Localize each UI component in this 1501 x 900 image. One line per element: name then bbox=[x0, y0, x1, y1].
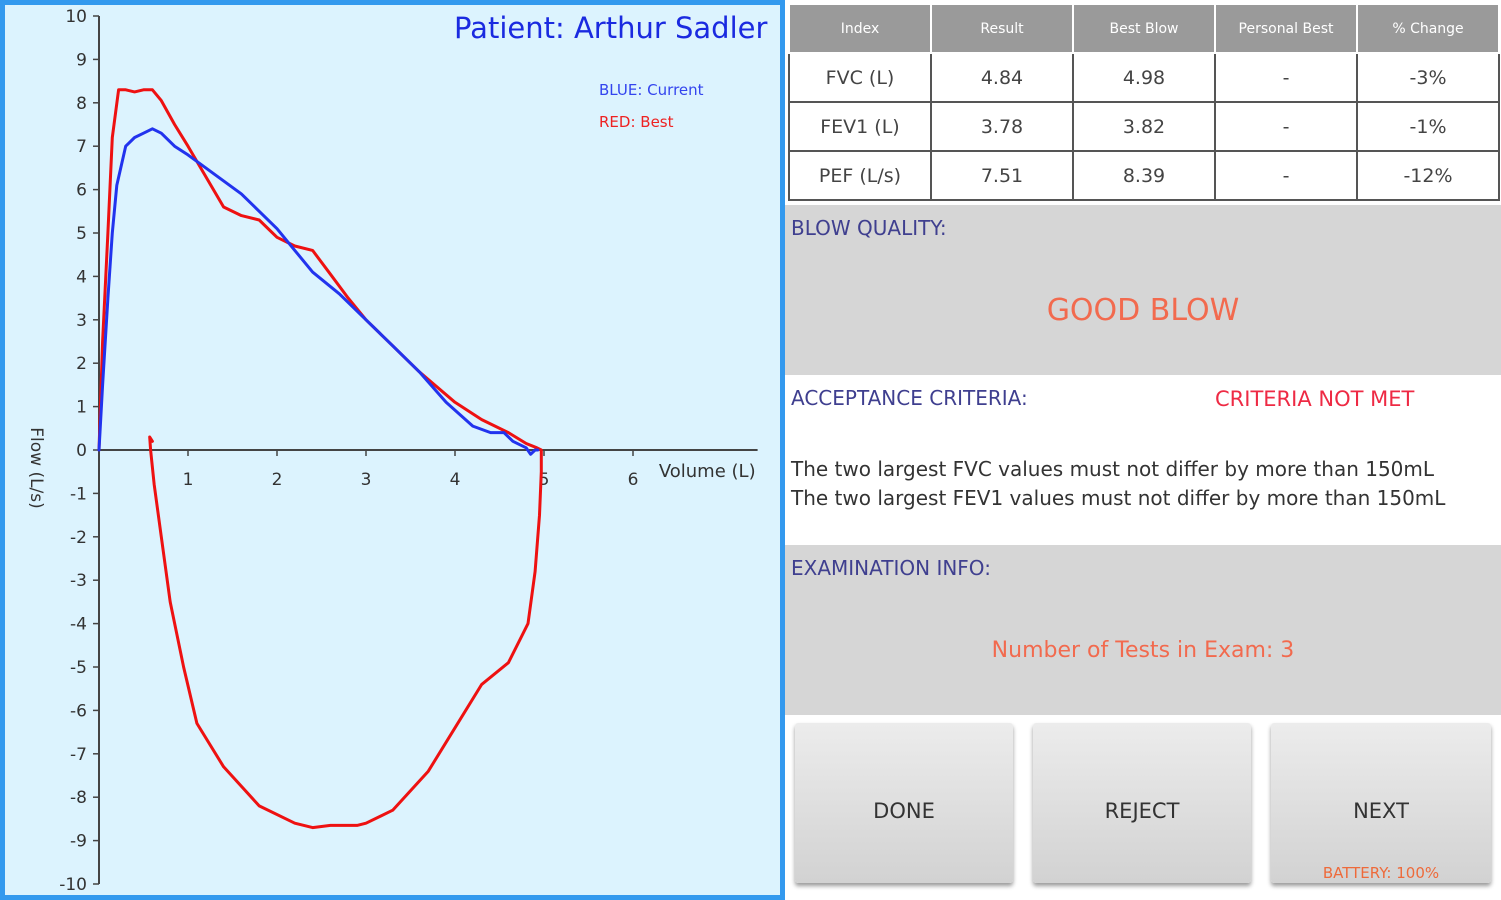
flow-volume-graph-panel: 10 9 8 7 6 5 4 3 2 1 0 -1 -2 -3 -4 -5 -6 -7 -8 -9 -10 1 2 3 4 5 6 V… bbox=[0, 0, 785, 900]
y-tick-label: 2 bbox=[76, 354, 87, 374]
table-cell: 3.78 bbox=[930, 101, 1074, 152]
y-tick-label: 3 bbox=[76, 311, 87, 331]
y-tick-label: -8 bbox=[70, 788, 87, 808]
y-axis-label: Flow (L/s) bbox=[26, 427, 46, 509]
y-tick-label: -10 bbox=[59, 875, 87, 895]
next-button[interactable]: NEXT BATTERY: 100% bbox=[1271, 723, 1491, 883]
x-tick-label: 5 bbox=[539, 470, 550, 490]
y-tick-label: -2 bbox=[70, 528, 87, 548]
y-tick-label: -7 bbox=[70, 745, 87, 765]
acceptance-status: CRITERIA NOT MET bbox=[1215, 387, 1415, 411]
y-tick-label: 1 bbox=[76, 398, 87, 418]
x-tick-label: 6 bbox=[628, 470, 639, 490]
acceptance-message: The two largest FEV1 values must not dif… bbox=[791, 486, 1446, 510]
action-button-row: DONE REJECT NEXT BATTERY: 100% bbox=[785, 715, 1501, 900]
table-header-row: Index Result Best Blow Personal Best % C… bbox=[788, 3, 1500, 54]
y-tick-label: 9 bbox=[76, 50, 87, 70]
x-tick-label: 3 bbox=[361, 470, 372, 490]
table-row: FVC (L) 4.84 4.98 - -3% bbox=[788, 52, 1500, 103]
y-tick-label: 5 bbox=[76, 224, 87, 244]
header-best-blow: Best Blow bbox=[1072, 3, 1216, 54]
table-row: PEF (L/s) 7.51 8.39 - -12% bbox=[788, 150, 1500, 201]
results-table: Index Result Best Blow Personal Best % C… bbox=[788, 3, 1500, 201]
series-line-current bbox=[97, 127, 540, 456]
y-tick-label: -5 bbox=[70, 658, 87, 678]
acceptance-messages: The two largest FVC values must not diff… bbox=[791, 455, 1445, 513]
examination-info-label: EXAMINATION INFO: bbox=[791, 556, 991, 580]
x-tick-label: 1 bbox=[183, 470, 194, 490]
blow-quality-section: BLOW QUALITY: GOOD BLOW bbox=[785, 205, 1501, 375]
x-tick-label: 2 bbox=[272, 470, 283, 490]
number-of-tests-text: Number of Tests in Exam: 3 bbox=[991, 638, 1295, 663]
y-tick-label: -9 bbox=[70, 832, 87, 852]
y-tick-label: 4 bbox=[76, 267, 87, 287]
table-cell: - bbox=[1214, 150, 1358, 201]
table-cell: FEV1 (L) bbox=[788, 101, 932, 152]
header-personal-best: Personal Best bbox=[1214, 3, 1358, 54]
table-cell: - bbox=[1214, 101, 1358, 152]
header-result: Result bbox=[930, 3, 1074, 54]
y-tick-label: 7 bbox=[76, 137, 87, 157]
patient-label: Patient: Arthur Sadler bbox=[454, 11, 768, 45]
y-tick-label: 8 bbox=[76, 94, 87, 114]
results-panel: Index Result Best Blow Personal Best % C… bbox=[785, 0, 1501, 900]
y-tick-label: -3 bbox=[70, 571, 87, 591]
acceptance-criteria-section: ACCEPTANCE CRITERIA: CRITERIA NOT MET Th… bbox=[785, 375, 1501, 545]
y-tick-label: -4 bbox=[70, 615, 87, 635]
reject-button-label: REJECT bbox=[1104, 799, 1180, 823]
header-percent-change: % Change bbox=[1356, 3, 1500, 54]
table-cell: 3.82 bbox=[1072, 101, 1216, 152]
x-tick-label: 4 bbox=[450, 470, 461, 490]
acceptance-message: The two largest FVC values must not diff… bbox=[791, 457, 1435, 481]
table-row: FEV1 (L) 3.78 3.82 - -1% bbox=[788, 101, 1500, 152]
reject-button[interactable]: REJECT bbox=[1033, 723, 1251, 883]
table-cell: -3% bbox=[1356, 52, 1500, 103]
blow-quality-value: GOOD BLOW bbox=[1046, 293, 1240, 328]
y-tick-label: -6 bbox=[70, 701, 87, 721]
legend-current: BLUE: Current bbox=[599, 81, 704, 99]
y-tick-label: -1 bbox=[70, 484, 87, 504]
table-cell: -12% bbox=[1356, 150, 1500, 201]
done-button[interactable]: DONE bbox=[795, 723, 1013, 883]
y-tick-label: 0 bbox=[76, 441, 87, 461]
table-cell: 8.39 bbox=[1072, 150, 1216, 201]
table-cell: -1% bbox=[1356, 101, 1500, 152]
y-tick-label: 6 bbox=[76, 181, 87, 201]
examination-info-section: EXAMINATION INFO: Number of Tests in Exa… bbox=[785, 545, 1501, 715]
battery-status: BATTERY: 100% bbox=[1322, 864, 1440, 882]
table-cell: PEF (L/s) bbox=[788, 150, 932, 201]
table-cell: 4.98 bbox=[1072, 52, 1216, 103]
table-cell: - bbox=[1214, 52, 1358, 103]
table-cell: 4.84 bbox=[930, 52, 1074, 103]
blow-quality-label: BLOW QUALITY: bbox=[791, 216, 947, 240]
y-tick-label: 10 bbox=[65, 7, 87, 27]
header-index: Index bbox=[788, 3, 932, 54]
done-button-label: DONE bbox=[873, 799, 935, 823]
table-cell: FVC (L) bbox=[788, 52, 932, 103]
x-axis-label: Volume (L) bbox=[659, 461, 756, 482]
series-line-best bbox=[97, 88, 543, 830]
next-button-label: NEXT bbox=[1353, 799, 1409, 823]
acceptance-criteria-label: ACCEPTANCE CRITERIA: bbox=[791, 386, 1028, 410]
table-cell: 7.51 bbox=[930, 150, 1074, 201]
legend-best: RED: Best bbox=[599, 113, 674, 131]
